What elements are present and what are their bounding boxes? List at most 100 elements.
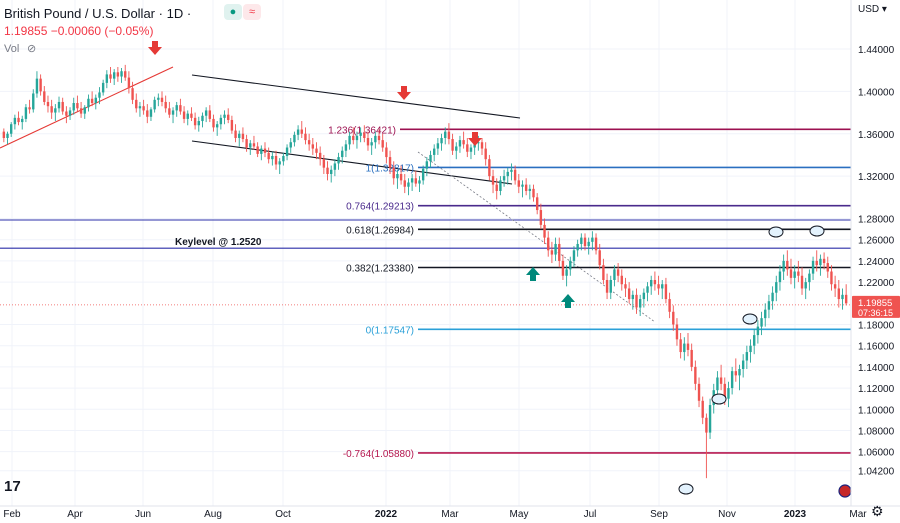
green-dot-icon[interactable]: ● [224, 4, 242, 20]
candle-body [149, 109, 153, 117]
volume-label: Vol [4, 43, 20, 55]
candle [547, 231, 550, 257]
candle-body [65, 111, 68, 116]
candle-body [694, 366, 697, 384]
candle [753, 328, 756, 355]
candle-body [374, 135, 377, 143]
candle [561, 254, 565, 280]
candle-body [753, 335, 756, 346]
candle-body [407, 182, 410, 187]
x-tick-label: May [510, 509, 529, 520]
gear-icon[interactable]: ⚙ [871, 503, 884, 519]
candle-body [388, 157, 392, 168]
candle-body [204, 110, 208, 116]
candle-body [120, 71, 123, 77]
candle-body [822, 258, 826, 264]
candle [363, 125, 366, 143]
candle [124, 64, 127, 81]
candle [513, 165, 517, 185]
candle [282, 152, 285, 166]
candle-body [296, 129, 300, 135]
candle-body [421, 168, 425, 181]
candle-body [543, 224, 546, 238]
candle-body [602, 265, 605, 280]
candle-body [705, 417, 708, 433]
fib-level-label: -0.764(1.05880) [343, 449, 414, 460]
candle-body [510, 169, 513, 172]
x-tick-label: Nov [718, 509, 736, 520]
wave-icon[interactable]: ≈ [243, 4, 261, 20]
candle-body [708, 405, 712, 433]
symbol-name[interactable]: British Pound / U.S. Dollar [4, 6, 156, 21]
candle [418, 176, 421, 193]
candle [594, 233, 598, 255]
candle [569, 256, 572, 276]
keylevel-label: Keylevel @ 1.2520 [175, 237, 262, 248]
candle [311, 137, 315, 155]
current-price-badge [852, 295, 900, 318]
candle-body [499, 180, 502, 191]
candle-body [775, 282, 778, 293]
candle [186, 110, 189, 126]
candle-body [506, 171, 509, 177]
candle [833, 275, 837, 297]
candle [830, 265, 833, 291]
candle-body [79, 108, 83, 114]
candle [315, 142, 318, 160]
candle-body [569, 260, 572, 270]
candle [300, 121, 303, 138]
candle-body [83, 107, 86, 114]
candle-body [778, 271, 782, 283]
candle-body [370, 142, 373, 146]
candle [307, 133, 311, 151]
interval-label[interactable]: 1D [166, 6, 184, 21]
candle [35, 71, 39, 98]
symbol-header[interactable]: British Pound / U.S. Dollar · 1D · [4, 6, 191, 21]
candle [116, 66, 120, 82]
candle-body [675, 324, 679, 340]
arrow-head [468, 138, 482, 146]
candle-body [609, 279, 612, 293]
candle [274, 150, 278, 170]
candle-body [679, 339, 682, 353]
candle [94, 94, 97, 110]
arrow-shaft [152, 41, 158, 48]
candle [565, 265, 568, 287]
candle [631, 290, 635, 310]
candle [690, 343, 693, 372]
candle-body [734, 371, 738, 376]
candle-body [716, 377, 719, 391]
candle [76, 95, 79, 112]
candle-body [164, 101, 167, 109]
candle-body [517, 180, 520, 187]
candle [844, 284, 848, 306]
candle-body [337, 157, 340, 164]
candle [337, 152, 340, 170]
candle-body [756, 326, 760, 336]
candle [587, 237, 590, 255]
y-tick-label: 1.16000 [858, 342, 895, 353]
candle [734, 358, 738, 382]
candle-body [322, 159, 326, 168]
candle-body [10, 124, 13, 134]
candle-body [146, 110, 149, 117]
candle-body [554, 243, 557, 255]
candle-body [440, 137, 443, 144]
candle [444, 127, 447, 145]
candle-body [587, 241, 590, 247]
candle [403, 174, 406, 194]
candle-body [2, 131, 6, 138]
candle-body [841, 294, 844, 300]
candle [778, 265, 782, 291]
candle-body [256, 146, 259, 154]
tradingview-logo[interactable]: 17 [4, 478, 21, 495]
currency-selector[interactable]: USD ▾ [858, 4, 887, 15]
candle-body [535, 197, 539, 211]
candle-body [826, 263, 829, 272]
candle-body [311, 144, 315, 149]
candle-body [68, 110, 72, 116]
eye-slash-icon[interactable]: ⊘ [27, 43, 37, 55]
candle [105, 70, 109, 89]
candle-body [837, 288, 840, 300]
